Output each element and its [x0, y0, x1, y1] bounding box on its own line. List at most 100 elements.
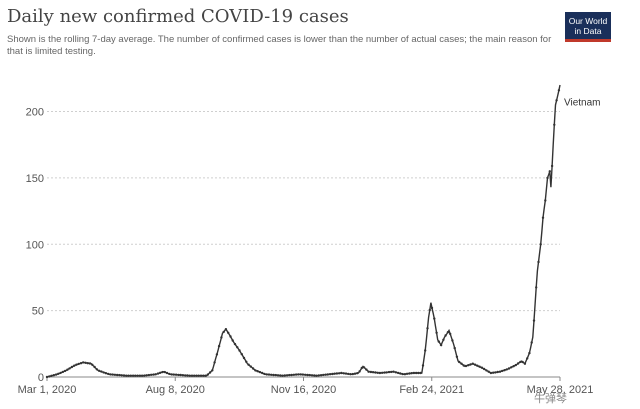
data-point: [116, 373, 119, 377]
gridlines: [47, 111, 560, 312]
data-point: [220, 336, 223, 339]
data-point: [66, 368, 69, 371]
data-point: [231, 339, 234, 342]
data-point: [134, 374, 137, 377]
data-point: [453, 346, 456, 350]
data-point: [532, 319, 536, 322]
y-tick-label-100: 100: [26, 239, 44, 251]
series-label-vietnam: Vietnam: [564, 98, 601, 109]
data-point: [344, 372, 348, 375]
x-tick-label-1: Aug 8, 2020: [146, 384, 205, 396]
data-point: [442, 338, 445, 341]
data-point: [174, 373, 178, 376]
data-point: [70, 365, 74, 369]
data-point: [301, 373, 305, 376]
data-point: [501, 369, 504, 373]
data-point: [435, 331, 438, 334]
data-point: [371, 371, 375, 374]
data-point: [285, 374, 289, 377]
data-point: [362, 366, 366, 369]
data-point: [77, 362, 80, 366]
data-point: [272, 373, 275, 377]
data-point: [510, 366, 513, 369]
data-point: [236, 346, 239, 349]
data-point: [215, 353, 219, 356]
data-point: [93, 365, 96, 369]
data-point: [430, 306, 434, 310]
data-point: [267, 373, 271, 376]
data-point: [528, 351, 531, 355]
data-point: [261, 371, 264, 375]
data-point: [63, 369, 67, 373]
data-point: [444, 334, 447, 337]
data-point: [125, 374, 128, 377]
data-point: [48, 375, 51, 378]
data-point: [319, 374, 323, 377]
data-point: [213, 361, 216, 364]
data-point: [331, 372, 334, 376]
data-point: [186, 374, 189, 377]
data-point: [254, 369, 257, 372]
data-point: [163, 370, 166, 374]
data-point: [516, 362, 520, 365]
data-point: [555, 99, 558, 102]
data-point: [338, 372, 341, 375]
data-point: [428, 308, 431, 312]
data-point: [288, 373, 291, 377]
data-point: [387, 370, 391, 374]
data-point: [458, 360, 461, 364]
data-point: [127, 374, 130, 377]
data-point: [120, 374, 123, 377]
data-point: [138, 374, 142, 377]
data-point: [412, 371, 416, 375]
data-point: [392, 370, 395, 373]
data-point: [360, 366, 363, 370]
data-point: [550, 164, 554, 168]
data-point: [467, 364, 470, 367]
data-point: [526, 357, 529, 360]
data-point: [222, 330, 225, 334]
data-point: [290, 373, 293, 377]
data-point: [548, 170, 551, 173]
data-point: [464, 364, 468, 368]
data-point: [494, 371, 497, 374]
data-point: [102, 371, 105, 374]
data-point: [292, 373, 296, 376]
data-point: [433, 317, 436, 320]
data-point: [308, 373, 311, 377]
data-point: [274, 373, 277, 377]
data-point: [446, 331, 450, 334]
data-point: [482, 367, 486, 371]
data-point: [455, 355, 459, 358]
data-point: [82, 361, 85, 364]
data-point: [279, 374, 282, 377]
data-point: [535, 286, 538, 289]
data-point: [408, 372, 411, 375]
data-point: [424, 349, 427, 352]
data-point: [376, 371, 379, 374]
data-point: [154, 373, 157, 376]
y-tick-label-200: 200: [26, 107, 44, 119]
data-point: [165, 371, 169, 375]
data-point: [365, 368, 368, 371]
data-point: [304, 373, 307, 376]
data-point: [152, 373, 155, 376]
data-point: [478, 365, 481, 368]
data-point: [476, 364, 479, 367]
data-point: [54, 373, 58, 376]
data-point: [487, 370, 490, 373]
data-point: [471, 362, 474, 365]
data-point: [150, 373, 153, 376]
data-point: [217, 344, 221, 348]
data-point: [50, 374, 53, 377]
data-point: [52, 374, 55, 377]
data-point: [238, 349, 241, 352]
x-tick-label-3: Feb 24, 2021: [399, 384, 464, 396]
chart-title: Daily new confirmed COVID-19 cases: [7, 6, 349, 27]
data-point: [84, 361, 87, 364]
data-point: [168, 372, 171, 376]
data-point: [143, 374, 146, 377]
data-point: [188, 374, 191, 377]
our-world-in-data-logo[interactable]: Our World in Data: [565, 12, 611, 42]
